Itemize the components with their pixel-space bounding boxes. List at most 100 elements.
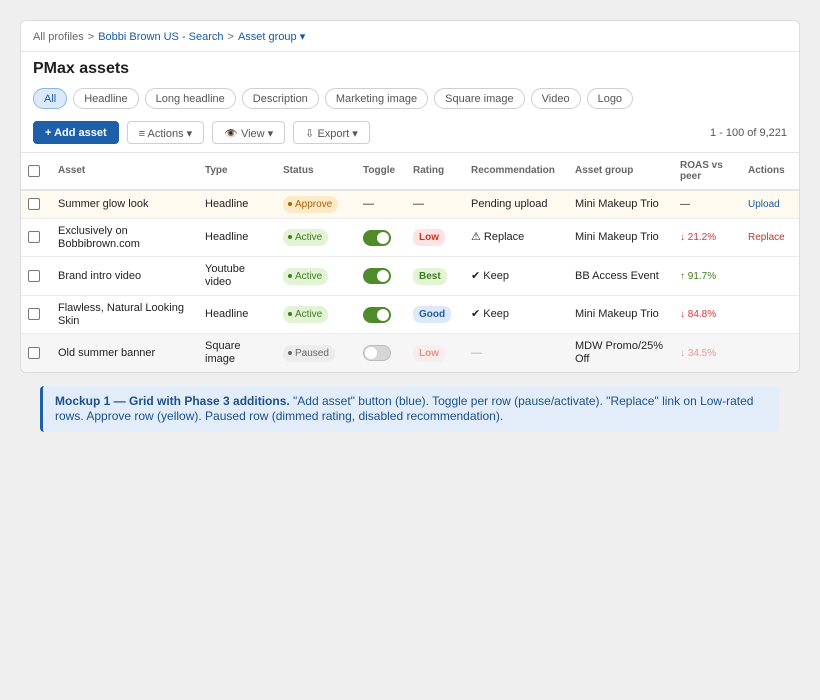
crumb-group[interactable]: Asset group ▾ [237, 31, 306, 43]
row-checkbox[interactable] [28, 231, 40, 244]
asset-group: BB Access Event [568, 256, 673, 296]
toggle-knob [365, 347, 377, 359]
roas: ↓ 34.5% [673, 333, 741, 372]
status-pill: Active [283, 306, 329, 323]
cell [356, 295, 406, 334]
export-button[interactable]: ⇩ Export ▾ [293, 121, 370, 144]
asset-name: Brand intro video [51, 256, 198, 296]
crumb-sep: > [227, 31, 234, 43]
column-header: Toggle [356, 152, 406, 191]
breadcrumb: All profiles > Bobbi Brown US - Search > Ass… [21, 21, 799, 52]
cell: Low [406, 218, 464, 257]
cell [356, 218, 406, 257]
roas: ↑ 91.7% [673, 256, 741, 296]
view-button[interactable]: 👁️ View ▾ [212, 121, 286, 144]
asset-row: Old summer banner Square image Paused Low — M… [21, 333, 799, 372]
note-bold: Mockup 1 — Grid with Phase 3 additions. [55, 394, 290, 408]
recommendation: ✔ Keep [464, 295, 568, 334]
cell [21, 189, 51, 219]
rating-badge: Low [413, 344, 445, 362]
column-header: Recommendation [464, 152, 568, 191]
status-toggle[interactable] [363, 345, 391, 361]
row-checkbox[interactable] [28, 269, 40, 282]
asset-type: Headline [198, 218, 276, 257]
cell: Paused [276, 333, 356, 372]
recommendation: Pending upload [464, 189, 568, 219]
asset-type: Square image [198, 333, 276, 372]
actions-button[interactable]: ≡ Actions ▾ [126, 121, 205, 144]
cell: Upload [741, 189, 799, 219]
rating-badge: Good [413, 306, 452, 323]
cell: Best [406, 256, 464, 296]
row-checkbox[interactable] [28, 197, 40, 210]
status-pill: Active [283, 229, 329, 246]
filter-chip[interactable]: All [33, 88, 68, 109]
cell: Active [276, 218, 356, 257]
filter-chip[interactable]: Video [530, 88, 581, 109]
toggle-placeholder: — [363, 197, 374, 210]
cell: Active [276, 256, 356, 296]
status-toggle[interactable] [363, 268, 391, 284]
asset-type: Headline [198, 189, 276, 219]
cell [21, 218, 51, 257]
cell: Approve [276, 189, 356, 219]
crumb-root[interactable]: All profiles [33, 31, 84, 43]
filter-chips: All Headline Long headline Description Marke… [33, 88, 634, 109]
asset-row: Summer glow look Headline Approve — — Pending… [21, 189, 799, 219]
recommendation: ✔ Keep [464, 256, 568, 296]
assets-table: Asset Type Status Toggle Rating Recommendatio… [21, 152, 799, 372]
asset-name: Flawless, Natural Looking Skin [51, 295, 198, 334]
note: Mockup 1 — Grid with Phase 3 additions. … [40, 386, 779, 432]
column-header: Type [198, 152, 276, 191]
asset-row: Exclusively on Bobbibrown.com Headline Act… [21, 218, 799, 257]
cell [356, 333, 406, 372]
column-header: Status [276, 152, 356, 191]
cell [741, 256, 799, 296]
filter-chip[interactable]: Long headline [144, 88, 236, 109]
status-toggle[interactable] [363, 229, 391, 246]
column-header: Actions [741, 152, 799, 191]
rating-badge: Low [413, 229, 445, 246]
row-action-link[interactable]: Upload [748, 198, 780, 210]
asset-name: Summer glow look [51, 189, 198, 219]
asset-group: Mini Makeup Trio [568, 218, 673, 257]
table-body: Summer glow look Headline Approve — — Pending… [21, 189, 799, 372]
row-checkbox[interactable] [28, 308, 40, 321]
filter-chip[interactable]: Description [241, 88, 319, 109]
toolbar: + Add asset ≡ Actions ▾ 👁️ View ▾ ⇩ Expo… [33, 121, 370, 144]
column-header: Asset [51, 152, 198, 191]
cell [356, 256, 406, 296]
asset-group: Mini Makeup Trio [568, 295, 673, 334]
header-row: Asset Type Status Toggle Rating Recommendatio… [21, 152, 799, 191]
filter-chip[interactable]: Logo [586, 88, 634, 109]
status-toggle[interactable] [363, 306, 391, 323]
asset-name: Exclusively on Bobbibrown.com [51, 218, 198, 257]
assets-card: All profiles > Bobbi Brown US - Search > Ass… [20, 20, 800, 373]
cell: Active [276, 295, 356, 334]
asset-row: Brand intro video Youtube video Active Best… [21, 256, 799, 296]
toggle-knob [377, 231, 389, 244]
filter-chip[interactable]: Square image [434, 88, 525, 109]
add-asset-button[interactable]: + Add asset [33, 121, 119, 144]
roas: — [673, 189, 741, 219]
column-header: ROAS vs peer [673, 152, 741, 191]
recommendation: ⚠ Replace [464, 218, 568, 257]
cell: Low [406, 333, 464, 372]
crumb-profile[interactable]: Bobbi Brown US - Search [98, 31, 224, 43]
cell [21, 256, 51, 296]
asset-group: MDW Promo/25% Off [568, 333, 673, 372]
note-text: "Add asset" button (blue). Toggle per ro… [55, 394, 754, 423]
filter-chip[interactable]: Headline [73, 88, 139, 109]
cell [741, 333, 799, 372]
header-cell [21, 152, 51, 191]
roas: ↓ 84.8% [673, 295, 741, 334]
filter-chip[interactable]: Marketing image [324, 88, 429, 109]
rating-badge: Best [413, 267, 447, 285]
row-checkbox[interactable] [28, 346, 40, 359]
cell [741, 295, 799, 334]
recommendation: — [464, 333, 568, 372]
column-header: Rating [406, 152, 464, 191]
row-action-link[interactable]: Replace [748, 232, 785, 243]
select-all-checkbox[interactable] [28, 164, 40, 177]
